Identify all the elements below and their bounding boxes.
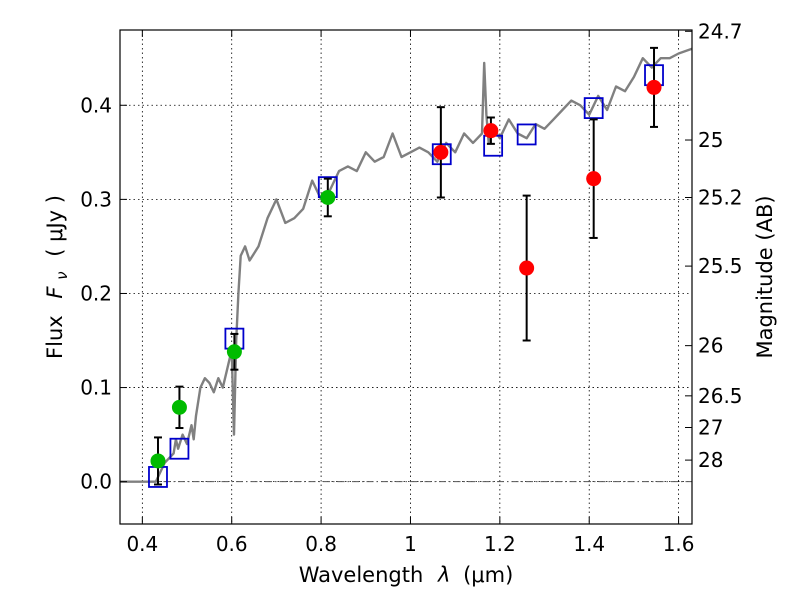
x-tick-label: 1.4 [573, 532, 605, 556]
x-axis-title-unit: (μm) [463, 563, 513, 587]
x-tick-label: 1.2 [484, 532, 516, 556]
magnitude-tick-label: 25.2 [698, 185, 743, 209]
magnitude-tick-label: 25 [698, 128, 723, 152]
model-box-marker [583, 97, 604, 119]
y-tick-label: 0.2 [80, 281, 112, 305]
tick-label-layer: 0.4 0.6 0.8 1 1.2 1.4 1.6 0.0 0.1 0.2 0.3 0.4 24.7 25… [80, 19, 742, 556]
x-tick-label: 0.8 [305, 532, 337, 556]
nir-point [433, 144, 449, 160]
y-axis-title-unit: ( μJy ) [43, 195, 67, 257]
spectrum-line [120, 47, 693, 483]
nir-point [646, 79, 662, 95]
y-tick-label: 0.4 [80, 93, 112, 117]
model-box-marker [169, 437, 190, 460]
x-axis-title: Wavelength λ (μm) [299, 563, 514, 587]
x-tick-label: 1 [404, 532, 417, 556]
nir-point [586, 171, 602, 187]
x-tick-label: 0.6 [216, 532, 248, 556]
nir-point [519, 260, 535, 276]
magnitude-tick-label: 28 [698, 448, 723, 472]
y-tick-label: 0.0 [80, 470, 112, 494]
photometry-point-layer [150, 79, 662, 469]
magnitude-tick-label: 26 [698, 334, 723, 358]
x-axis-title-symbol: λ [437, 563, 450, 587]
optical-point [171, 399, 187, 415]
optical-point [226, 344, 242, 360]
magnitude-tick-label: 24.7 [698, 19, 743, 43]
plot-frame [119, 29, 693, 525]
spectrum-layer [120, 47, 693, 483]
x-tick-label: 1.6 [663, 532, 695, 556]
nir-point [483, 123, 499, 139]
y2-axis-title: Magnitude (AB) [753, 195, 777, 358]
optical-point [150, 453, 166, 469]
magnitude-tick-label: 26.5 [698, 384, 743, 408]
y-axis-title-symbol: F [43, 286, 67, 299]
magnitude-tick-label: 27 [698, 416, 723, 440]
optical-point [320, 189, 336, 205]
x-axis-title-text: Wavelength [299, 563, 424, 587]
y-axis-title-text: Flux [43, 315, 67, 359]
y-tick-label: 0.1 [80, 376, 112, 400]
y-axis-title-subscript: ν [53, 271, 71, 279]
model-box-marker [516, 123, 537, 146]
y-tick-label: 0.3 [80, 187, 112, 211]
x-tick-label: 0.4 [126, 532, 158, 556]
tick-layer [120, 30, 692, 524]
y-axis-title: Flux F ν ( μJy ) [43, 195, 72, 359]
magnitude-tick-label: 25.5 [698, 254, 743, 278]
